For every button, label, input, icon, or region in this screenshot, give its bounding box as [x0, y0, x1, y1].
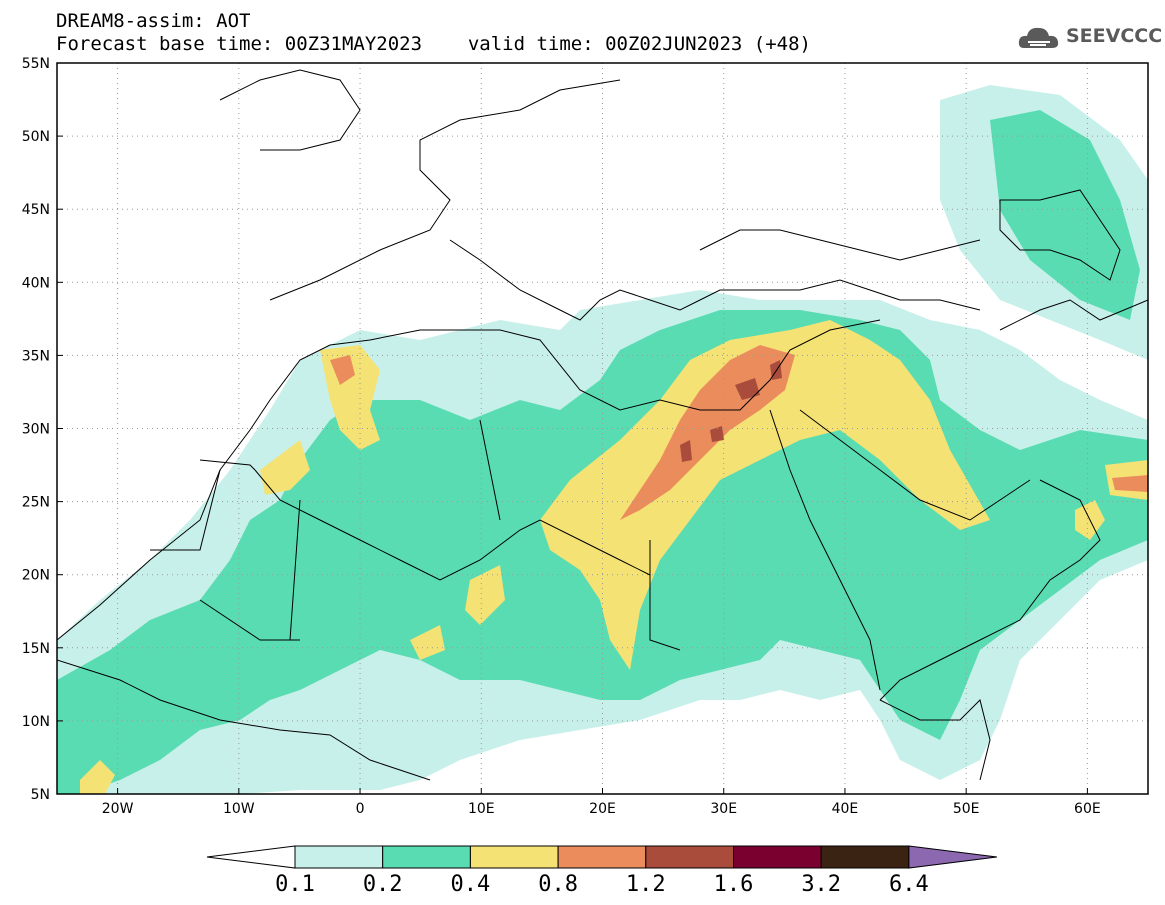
- colorbar-label: 1.6: [714, 872, 754, 897]
- longitude-labels: 20W 10W 0 10E 20E 30E 40E 50E 60E: [102, 788, 1101, 817]
- longitude-label: 20W: [102, 801, 134, 817]
- colorbar-label: 0.2: [363, 872, 403, 897]
- aot-level-0.2: [990, 110, 1140, 320]
- base-time: Forecast base time: 00Z31MAY2023: [56, 33, 423, 55]
- colorbar-swatch: [557, 845, 647, 869]
- latitude-label: 40N: [22, 275, 50, 291]
- cloud-icon: [1018, 27, 1059, 48]
- seevccc-logo: SEEVCCC: [1066, 25, 1163, 47]
- latitude-labels: 55N 50N 45N 40N 35N 30N 25N 20N 15N 10N 5N: [22, 56, 63, 803]
- colorbar-swatch: [645, 845, 734, 869]
- latitude-label: 50N: [22, 129, 50, 145]
- colorbar-swatch: [294, 845, 384, 869]
- colorbar-label: 0.8: [538, 872, 578, 897]
- longitude-label: 60E: [1074, 801, 1101, 817]
- aot-level-0.4: [465, 565, 505, 625]
- aot-level-0.8: [1112, 475, 1148, 492]
- aot-level-0.4: [410, 625, 445, 660]
- longitude-label: 0: [356, 801, 365, 817]
- colorbar-label: 1.2: [626, 872, 666, 897]
- aot-level-0.8: [330, 355, 355, 385]
- aot-level-1.2: [735, 378, 760, 400]
- aot-level-0.4: [80, 760, 115, 794]
- aot-level-1.2: [710, 426, 724, 442]
- longitude-label: 50E: [953, 801, 980, 817]
- aot-level-1.2: [680, 440, 692, 462]
- aot-level-0.4: [260, 440, 310, 495]
- latitude-label: 15N: [22, 641, 50, 657]
- title-times: Forecast base time: 00Z31MAY2023 valid t…: [56, 33, 811, 55]
- coastlines: [57, 69, 1148, 781]
- title-model: DREAM8-assim: AOT: [56, 10, 251, 32]
- latitude-label: 20N: [22, 568, 50, 584]
- latitude-label: 55N: [22, 56, 50, 72]
- colorbar-label: 0.1: [275, 872, 315, 897]
- valid-time: valid time: 00Z02JUN2023 (+48): [467, 33, 811, 55]
- latitude-label: 25N: [22, 495, 50, 511]
- latitude-label: 45N: [22, 202, 50, 218]
- colorbar-label: 6.4: [889, 872, 929, 897]
- longitude-label: 30E: [710, 801, 737, 817]
- colorbar-label: 0.4: [451, 872, 491, 897]
- graticule: [57, 63, 1148, 794]
- longitude-label: 10E: [468, 801, 495, 817]
- colorbar-swatch: [469, 845, 559, 869]
- latitude-label: 5N: [31, 787, 50, 803]
- colorbar-over-arrow: [908, 845, 997, 869]
- colorbar-swatch: [733, 845, 822, 869]
- longitude-label: 20E: [589, 801, 616, 817]
- latitude-label: 30N: [22, 422, 50, 438]
- longitude-label: 40E: [832, 801, 859, 817]
- colorbar-label: 3.2: [801, 872, 841, 897]
- longitude-label: 10W: [223, 801, 255, 817]
- aot-field: [57, 85, 1148, 794]
- colorbar-swatch: [820, 845, 910, 869]
- aot-level-0.4: [540, 320, 990, 670]
- latitude-label: 35N: [22, 348, 50, 364]
- colorbar-under-arrow: [206, 845, 296, 869]
- latitude-label: 10N: [22, 714, 50, 730]
- colorbar: 0.1 0.2 0.4 0.8 1.2 1.6 3.2 6.4: [206, 845, 997, 897]
- colorbar-swatch: [382, 845, 471, 869]
